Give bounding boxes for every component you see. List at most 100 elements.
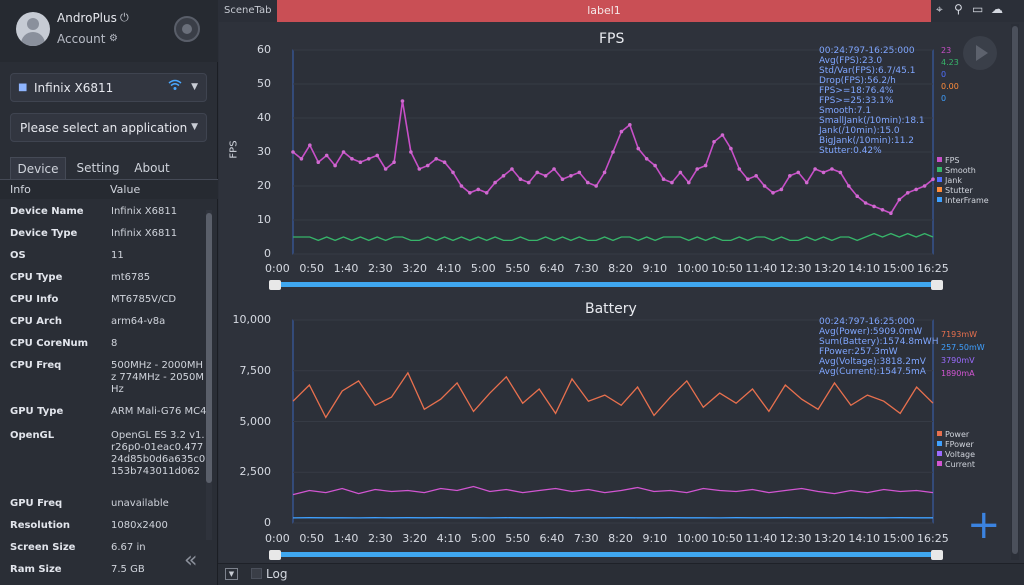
- legend-label: Jank: [945, 176, 962, 185]
- pin-icon[interactable]: ⚲: [954, 2, 963, 16]
- info-value: MT6785V/CD: [111, 294, 177, 305]
- x-tick-label: 10:00: [676, 262, 709, 275]
- series-line-current: [292, 485, 934, 496]
- fps-point: [560, 177, 565, 181]
- info-key: CPU Type: [10, 272, 63, 283]
- legend-label: FPS: [945, 156, 960, 165]
- slider-handle-start[interactable]: [269, 550, 281, 560]
- fps-point: [468, 191, 472, 195]
- fps-point: [341, 150, 346, 154]
- scene-tab[interactable]: SceneTab: [218, 0, 276, 22]
- fps-point: [636, 146, 641, 151]
- location-icon[interactable]: ⌖: [936, 2, 943, 16]
- x-tick-label: 5:00: [470, 532, 496, 545]
- x-tick-label: 16:25: [917, 532, 949, 545]
- fps-point: [771, 191, 775, 195]
- account-link[interactable]: Account: [57, 32, 106, 46]
- info-value: 500MHz - 2000MHz 774MHz - 2050MHz: [111, 360, 204, 395]
- info-value: arm64-v8a: [111, 316, 166, 327]
- device-select[interactable]: ■ Infinix X6811 ▼: [10, 73, 207, 102]
- side-value: 7193mW: [941, 330, 978, 339]
- cloud-icon[interactable]: ☁: [991, 2, 1003, 16]
- stat-line: Jank(/10min):15.0: [819, 126, 900, 136]
- slider-track[interactable]: [275, 552, 937, 557]
- tab-about[interactable]: About: [134, 161, 170, 175]
- side-value: 0: [941, 70, 947, 79]
- folder-icon[interactable]: ▭: [972, 2, 984, 16]
- stat-line: BigJank(/10min):11.2: [819, 136, 915, 146]
- record-button[interactable]: [174, 16, 200, 42]
- fps-point: [291, 150, 295, 154]
- play-button[interactable]: [963, 36, 997, 70]
- fps-point: [922, 184, 927, 188]
- info-key: GPU Type: [10, 406, 64, 417]
- label-bar[interactable]: label1: [277, 0, 931, 22]
- fps-point: [712, 140, 716, 144]
- app-name: AndroPlus: [57, 11, 117, 25]
- app-select[interactable]: Please select an application ▼: [10, 113, 207, 142]
- tab-device[interactable]: Device: [10, 157, 66, 179]
- fps-point: [905, 191, 910, 195]
- chevron-down-icon: ▼: [191, 82, 198, 92]
- fps-point: [324, 153, 329, 158]
- x-tick-label: 11:40: [745, 532, 778, 545]
- avatar[interactable]: [16, 12, 50, 46]
- tab-setting[interactable]: Setting: [76, 161, 120, 175]
- legend-entry: FPS: [937, 156, 960, 165]
- log-checkbox[interactable]: [251, 568, 262, 579]
- fps-point: [417, 167, 422, 171]
- add-chart-icon[interactable]: +: [967, 502, 1001, 548]
- slider-track[interactable]: [275, 282, 937, 287]
- fps-point: [889, 211, 893, 215]
- y-tick-label: 5,000: [239, 414, 272, 428]
- fps-point: [678, 170, 683, 175]
- legend-label: Smooth: [945, 166, 976, 175]
- legend-label: Stutter: [945, 186, 973, 195]
- info-scrollbar[interactable]: [206, 213, 212, 483]
- info-row: Device Name Infinix X6811: [0, 200, 206, 222]
- info-row: OS 11: [0, 244, 206, 266]
- legend-entry: Voltage: [937, 450, 975, 459]
- fps-point: [745, 177, 750, 181]
- slider-handle-end[interactable]: [931, 280, 943, 290]
- fps-point: [686, 180, 691, 185]
- slider-handle-start[interactable]: [269, 280, 281, 290]
- power-icon[interactable]: ⏻: [120, 11, 129, 24]
- x-tick-label: 10:00: [676, 532, 709, 545]
- info-row: Ram Size 7.5 GB: [0, 558, 206, 580]
- fps-point: [409, 150, 413, 154]
- info-row: OpenGL OpenGL ES 3.2 v1.r26p0-01eac0.4772…: [0, 424, 206, 492]
- time-range-slider[interactable]: [269, 550, 943, 560]
- fps-point: [459, 184, 464, 188]
- expand-log-icon[interactable]: ▼: [225, 568, 238, 580]
- fps-point: [703, 163, 708, 168]
- fps-point: [350, 157, 354, 161]
- info-row: CPU Type mt6785: [0, 266, 206, 288]
- time-range-slider[interactable]: [269, 280, 943, 290]
- slider-handle-end[interactable]: [931, 550, 943, 560]
- y-tick-label: 60: [257, 43, 271, 56]
- fps-point: [644, 157, 649, 161]
- fps-point: [484, 191, 489, 195]
- legend-swatch: [937, 167, 942, 172]
- side-value: 23: [941, 46, 952, 55]
- legend-swatch: [937, 451, 942, 456]
- collapse-sidebar-icon[interactable]: «: [184, 548, 198, 573]
- legend-entry: Power: [937, 430, 969, 439]
- fps-point: [316, 160, 321, 164]
- charts-scrollbar[interactable]: [1011, 24, 1019, 560]
- fps-point: [501, 174, 506, 178]
- info-value: 11: [111, 250, 124, 261]
- info-value: mt6785: [111, 272, 151, 283]
- info-value: 6.67 in: [111, 542, 146, 553]
- fps-point: [299, 157, 304, 161]
- info-key: Device Type: [10, 228, 78, 239]
- x-tick-label: 7:30: [573, 262, 599, 275]
- side-value: 0.00: [941, 82, 959, 91]
- info-row: CPU Arch arm64-v8a: [0, 310, 206, 332]
- stat-line: FPower:257.3mW: [819, 347, 898, 357]
- user-settings-icon[interactable]: ⚙: [109, 33, 118, 44]
- legend-swatch: [937, 441, 942, 446]
- fps-point: [762, 184, 767, 188]
- legend-swatch: [937, 461, 942, 466]
